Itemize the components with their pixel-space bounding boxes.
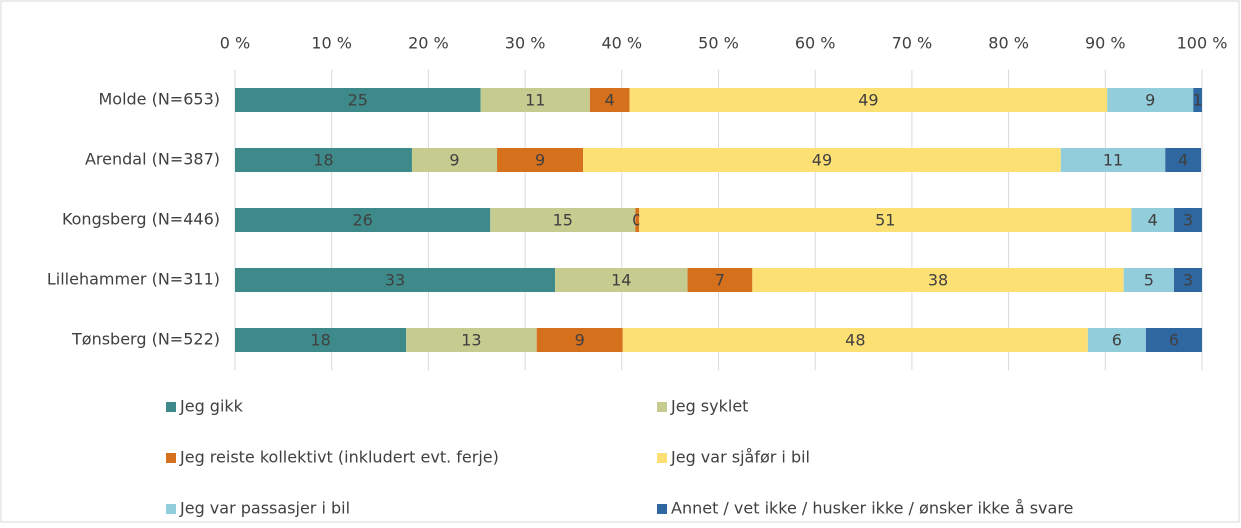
data-label: 6 [1112,331,1122,350]
legend-swatch [166,453,176,463]
bar-segment [589,88,630,112]
bar-segment [235,208,491,232]
bar-segment [555,268,688,292]
x-tick-label: 0 % [220,34,250,53]
x-tick-label: 70 % [892,34,933,53]
bar-segment [411,148,498,172]
data-label: 11 [525,91,545,110]
data-label: 14 [611,271,631,290]
bar-segment [1123,268,1174,292]
bar-segment [480,88,590,112]
data-label: 13 [461,331,481,350]
y-tick-label: Lillehammer (N=311) [47,270,220,289]
bar-segment [752,268,1124,292]
bar-segment [1173,268,1202,292]
bar-segment [235,88,481,112]
bar-segment [629,88,1108,112]
y-tick-label: Tønsberg (N=522) [71,330,220,349]
data-label: 6 [1169,331,1179,350]
bar-segment [235,268,556,292]
data-label: 9 [1145,91,1155,110]
data-label: 33 [385,271,405,290]
bar-segment [622,328,1088,352]
y-tick-label: Molde (N=653) [98,90,220,109]
x-tick-label: 60 % [795,34,836,53]
data-label: 9 [575,331,585,350]
legend-label: Jeg gikk [179,397,244,416]
bar-segment [1193,88,1202,112]
legend-label: Jeg var sjåfør i bil [670,448,810,467]
data-label: 3 [1183,271,1193,290]
data-label: 25 [348,91,368,110]
data-label: 7 [715,271,725,290]
bar-segment [639,208,1132,232]
bar-segment [1145,328,1202,352]
x-tick-label: 50 % [698,34,739,53]
x-tick-label: 30 % [505,34,546,53]
bar-segment [490,208,636,232]
data-label: 49 [812,151,832,170]
legend-label: Annet / vet ikke / husker ikke / ønsker … [671,499,1073,518]
x-tick-label: 20 % [408,34,449,53]
legend-swatch [657,402,667,412]
y-tick-label: Kongsberg (N=446) [62,210,220,229]
data-label: 15 [553,211,573,230]
data-label: 1 [1193,91,1203,110]
legend-label: Jeg var passasjer i bil [179,499,350,518]
bar-segment [1107,88,1194,112]
bar-segment [687,268,753,292]
data-label: 26 [352,211,372,230]
legend-label: Jeg reiste kollektivt (inkludert evt. fe… [179,448,499,467]
data-label: 48 [845,331,865,350]
bar-segment [235,148,412,172]
legend-swatch [166,504,176,514]
data-label: 4 [1178,151,1188,170]
legend-label: Jeg syklet [670,397,748,416]
bar-segment [406,328,537,352]
bar-segment [1087,328,1146,352]
legend-swatch [657,504,667,514]
data-label: 38 [928,271,948,290]
data-label: 18 [310,331,330,350]
bar-segment [1131,208,1174,232]
x-tick-label: 40 % [601,34,642,53]
data-label: 9 [535,151,545,170]
bar-segment [583,148,1061,172]
x-tick-label: 90 % [1085,34,1126,53]
bar-segment [635,208,640,232]
bar-segment [1060,148,1166,172]
data-label: 0 [632,211,642,230]
bar-segment [536,328,623,352]
x-tick-label: 80 % [988,34,1029,53]
data-label: 4 [1148,211,1158,230]
legend-swatch [166,402,176,412]
data-label: 9 [449,151,459,170]
legend-swatch [657,453,667,463]
data-label: 4 [605,91,615,110]
x-tick-label: 10 % [311,34,352,53]
data-label: 51 [875,211,895,230]
bar-segment [235,328,407,352]
bar-segment [1173,208,1202,232]
bar-segment [497,148,584,172]
y-tick-label: Arendal (N=387) [85,150,220,169]
x-tick-label: 100 % [1177,34,1228,53]
data-label: 5 [1144,271,1154,290]
data-label: 49 [858,91,878,110]
data-label: 11 [1103,151,1123,170]
data-label: 18 [313,151,333,170]
bar-segment [1165,148,1202,172]
data-label: 3 [1183,211,1193,230]
